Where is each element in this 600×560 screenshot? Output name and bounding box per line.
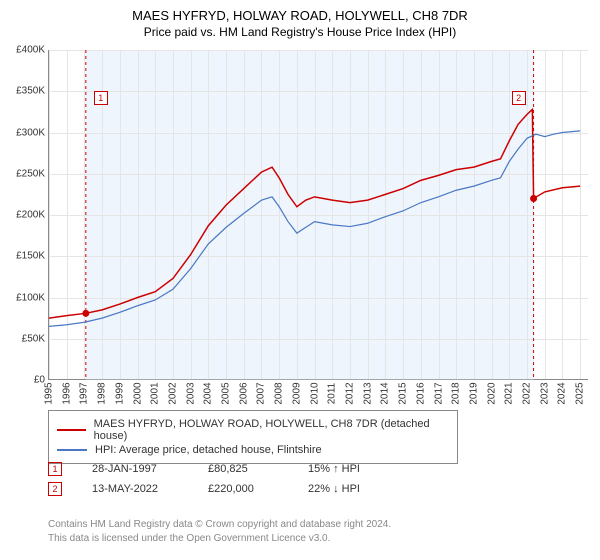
event-table: 1 28-JAN-1997 £80,825 15% ↑ HPI 2 13-MAY-2022… [48, 462, 398, 502]
x-tick-label: 1998 [97, 382, 108, 404]
chart-area: £0£50K£100K£150K£200K£250K£300K£350K£400… [48, 50, 588, 380]
x-tick-label: 2011 [327, 383, 338, 405]
marker-box-1: 1 [94, 91, 108, 105]
x-tick-label: 2000 [132, 382, 143, 404]
footer-line-1: Contains HM Land Registry data © Crown c… [48, 518, 391, 532]
legend-label: HPI: Average price, detached house, Flin… [95, 444, 322, 456]
plot-area: £0£50K£100K£150K£200K£250K£300K£350K£400… [48, 50, 588, 380]
event-row: 1 28-JAN-1997 £80,825 15% ↑ HPI [48, 462, 398, 476]
x-tick-label: 1999 [114, 382, 125, 404]
x-tick-label: 2013 [362, 382, 373, 404]
x-tick-label: 2001 [150, 382, 161, 404]
marker-box-2: 2 [512, 91, 526, 105]
legend-swatch [57, 429, 86, 431]
legend: MAES HYFRYD, HOLWAY ROAD, HOLYWELL, CH8 … [48, 410, 458, 464]
x-tick-label: 2024 [557, 382, 568, 404]
marker-point [82, 310, 89, 317]
marker-point [530, 195, 537, 202]
event-pct: 15% ↑ HPI [308, 463, 398, 475]
x-tick-label: 2010 [309, 382, 320, 404]
x-tick-label: 2023 [539, 382, 550, 404]
x-tick-label: 2006 [238, 382, 249, 404]
event-marker: 1 [48, 462, 62, 476]
x-tick-label: 2007 [256, 382, 267, 404]
x-tick-label: 2008 [274, 382, 285, 404]
y-tick-label: £150K [3, 251, 45, 262]
event-row: 2 13-MAY-2022 £220,000 22% ↓ HPI [48, 482, 398, 496]
y-tick-label: £0 [3, 375, 45, 386]
x-tick-label: 2025 [575, 382, 586, 404]
x-tick-label: 2002 [167, 382, 178, 404]
y-tick-label: £250K [3, 168, 45, 179]
x-tick-label: 2022 [522, 382, 533, 404]
event-price: £220,000 [208, 483, 278, 495]
y-tick-label: £300K [3, 127, 45, 138]
x-tick-label: 2016 [415, 382, 426, 404]
footer-line-2: This data is licensed under the Open Gov… [48, 532, 391, 546]
series-price_paid [49, 109, 580, 318]
x-tick-label: 2020 [486, 382, 497, 404]
legend-row: MAES HYFRYD, HOLWAY ROAD, HOLYWELL, CH8 … [57, 417, 449, 443]
footer-attribution: Contains HM Land Registry data © Crown c… [48, 518, 391, 546]
x-tick-label: 2018 [451, 382, 462, 404]
event-price: £80,825 [208, 463, 278, 475]
x-tick-label: 2015 [398, 382, 409, 404]
x-tick-label: 1996 [61, 382, 72, 404]
y-tick-label: £200K [3, 210, 45, 221]
x-tick-label: 2009 [291, 382, 302, 404]
x-tick-label: 1997 [79, 382, 90, 404]
chart-subtitle: Price paid vs. HM Land Registry's House … [0, 23, 600, 39]
x-tick-label: 2004 [203, 382, 214, 404]
x-tick-label: 2021 [504, 382, 515, 404]
y-tick-label: £50K [3, 333, 45, 344]
series-hpi [49, 131, 580, 327]
x-tick-label: 2014 [380, 382, 391, 404]
legend-swatch [57, 449, 87, 451]
x-tick-label: 2005 [221, 382, 232, 404]
x-tick-label: 2017 [433, 382, 444, 404]
legend-label: MAES HYFRYD, HOLWAY ROAD, HOLYWELL, CH8 … [94, 418, 449, 442]
event-pct: 22% ↓ HPI [308, 483, 398, 495]
x-tick-label: 2019 [468, 382, 479, 404]
chart-title: MAES HYFRYD, HOLWAY ROAD, HOLYWELL, CH8 … [0, 0, 600, 23]
y-tick-label: £100K [3, 292, 45, 303]
event-date: 13-MAY-2022 [92, 483, 178, 495]
line-svg [49, 50, 589, 380]
y-tick-label: £350K [3, 86, 45, 97]
event-date: 28-JAN-1997 [92, 463, 178, 475]
legend-row: HPI: Average price, detached house, Flin… [57, 443, 449, 457]
x-tick-label: 2012 [344, 382, 355, 404]
x-tick-label: 1995 [44, 382, 55, 404]
event-marker: 2 [48, 482, 62, 496]
x-tick-label: 2003 [185, 382, 196, 404]
y-tick-label: £400K [3, 45, 45, 56]
